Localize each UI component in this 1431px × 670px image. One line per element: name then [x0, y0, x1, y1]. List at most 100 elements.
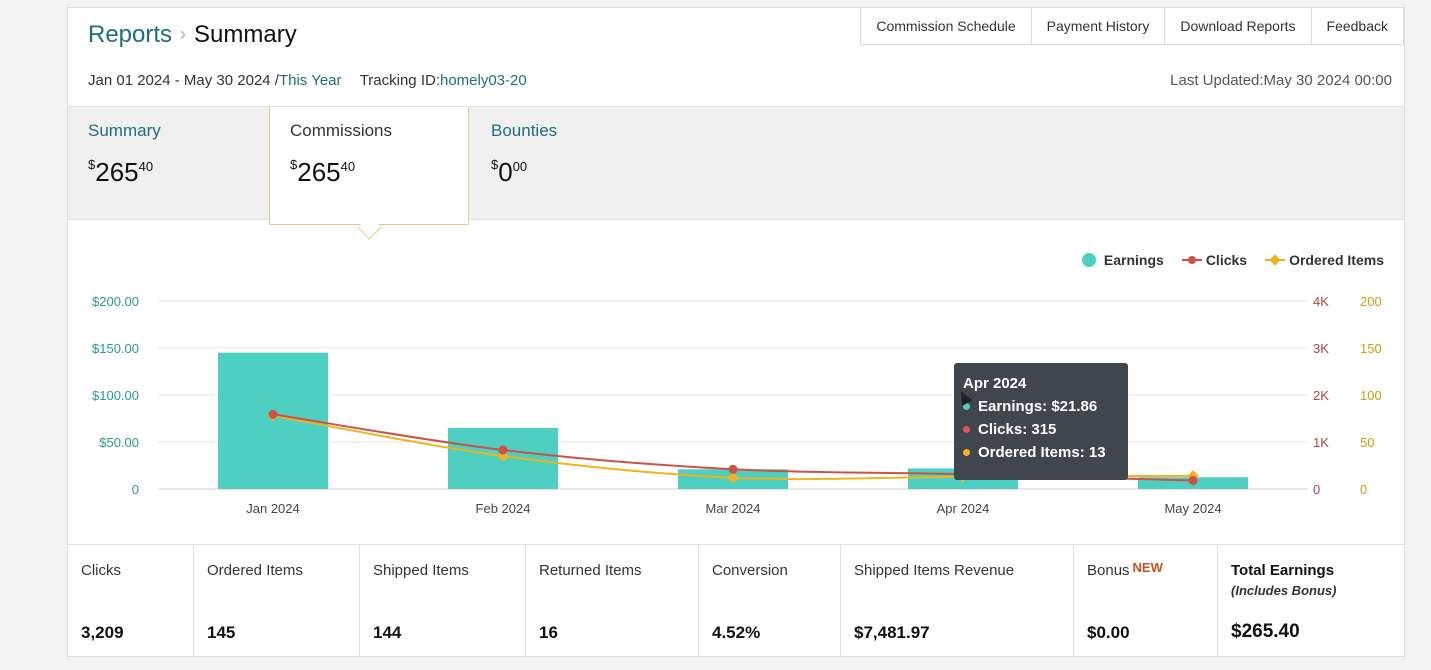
date-preset-link[interactable]: This Year	[278, 72, 342, 89]
amount-whole: 0	[498, 157, 513, 187]
tooltip-row-earnings: Earnings: $21.86	[963, 398, 1119, 415]
feedback-link[interactable]: Feedback	[1310, 8, 1404, 45]
stat-label: Ordered Items	[207, 562, 303, 579]
x-axis-tick-label: May 2024	[1164, 501, 1221, 516]
earnings-legend-icon	[1081, 253, 1096, 267]
tab-summary[interactable]: Summary $26540	[68, 107, 268, 219]
clicks-point	[268, 409, 278, 419]
stat-clicks: Clicks 3,209	[68, 545, 194, 658]
stat-label: Conversion	[712, 562, 788, 579]
breadcrumb-separator-icon: ›	[180, 24, 187, 44]
right-ordered-axis-tick-label: 150	[1360, 341, 1382, 356]
right-clicks-axis-tick-label: 4K	[1313, 294, 1329, 309]
top-links: Commission Schedule Payment History Down…	[860, 8, 1404, 45]
stat-label: Shipped Items	[373, 562, 469, 579]
amount-whole: 265	[297, 157, 341, 187]
right-ordered-axis-tick-label: 100	[1360, 388, 1382, 403]
commission-schedule-link[interactable]: Commission Schedule	[860, 8, 1032, 45]
tooltip-ordered-items: Ordered Items: 13	[978, 444, 1106, 461]
stat-label: Returned Items	[539, 562, 642, 579]
amount-whole: 265	[95, 157, 139, 187]
legend-item-clicks[interactable]: Clicks	[1181, 252, 1248, 268]
stat-value: 3,209	[81, 623, 124, 642]
tab-bounties-label: Bounties	[491, 121, 558, 140]
amount-cents: 40	[138, 159, 154, 174]
x-axis-tick-label: Mar 2024	[706, 501, 761, 516]
tooltip-row-ordered-items: Ordered Items: 13	[963, 444, 1119, 461]
x-axis-tick-label: Jan 2024	[246, 501, 300, 516]
stat-value: 144	[373, 623, 402, 642]
tracking-id-link[interactable]: homely03-20	[439, 72, 527, 89]
stats-row: Clicks 3,209 Ordered Items 145 Shipped I…	[68, 544, 1404, 658]
report-card: Reports › Summary Commission Schedule Paym…	[67, 7, 1405, 658]
clicks-legend-icon	[1181, 253, 1202, 267]
stat-total-earnings: Total Earnings (Includes Bonus) $265.40	[1218, 545, 1404, 658]
page-title: Summary	[194, 21, 297, 48]
right-clicks-axis-tick-label: 2K	[1313, 388, 1329, 403]
stat-value: $0.00	[1087, 623, 1130, 642]
tooltip-title: Apr 2024	[963, 375, 1027, 392]
clicks-point	[728, 464, 738, 474]
left-axis-tick-label: $100.00	[92, 388, 139, 403]
right-ordered-axis-tick-label: 0	[1360, 482, 1367, 497]
earnings-bullet-icon	[963, 403, 970, 410]
stat-value: $7,481.97	[854, 623, 930, 642]
tab-summary-amount: $26540	[88, 157, 153, 188]
payment-history-link[interactable]: Payment History	[1030, 8, 1166, 45]
clicks-bullet-icon	[963, 426, 970, 433]
stat-ordered-items: Ordered Items 145	[194, 545, 360, 658]
download-reports-link[interactable]: Download Reports	[1164, 8, 1312, 45]
stat-value: 145	[207, 623, 236, 642]
tracking-label: Tracking ID:	[359, 72, 440, 89]
clicks-point	[498, 445, 508, 455]
tab-commissions-amount: $26540	[290, 157, 355, 188]
left-axis-tick-label: $150.00	[92, 341, 139, 356]
amount-cents: 40	[340, 159, 356, 174]
stat-shipped-items-revenue: Shipped Items Revenue $7,481.97	[841, 545, 1074, 658]
stat-bonus: Bonus NEW $0.00	[1074, 545, 1218, 658]
tab-commissions[interactable]: Commissions $26540	[269, 107, 469, 240]
right-clicks-axis-tick-label: 0	[1313, 482, 1320, 497]
chart-plot: $200.00 $150.00 $100.00 $50.00 0 4K 3K 2K 1K 0 200…	[92, 294, 1382, 516]
right-clicks-axis-tick-label: 1K	[1313, 435, 1329, 450]
earnings-chart: Earnings Clicks Ordered Items $200.00 $15…	[68, 228, 1404, 548]
legend-item-ordered-items[interactable]: Ordered Items	[1265, 252, 1384, 268]
stat-label: Shipped Items Revenue	[854, 562, 1015, 579]
stat-label: Total Earnings	[1231, 562, 1335, 579]
stat-conversion: Conversion 4.52%	[699, 545, 841, 658]
stat-value: $265.40	[1231, 621, 1300, 642]
chart-legend: Earnings Clicks Ordered Items	[1064, 252, 1384, 268]
chart-tooltip: Apr 2024 Earnings: $21.86 Clicks: 315 Or…	[954, 363, 1128, 480]
stat-label: Bonus	[1087, 562, 1130, 579]
date-range-row: Jan 01 2024 - May 30 2024 /This Year Tra…	[88, 72, 527, 89]
date-range: Jan 01 2024 - May 30 2024 /	[88, 72, 279, 89]
clicks-point	[1188, 476, 1198, 486]
left-axis-tick-label: $200.00	[92, 294, 139, 309]
stat-shipped-items: Shipped Items 144	[360, 545, 526, 658]
legend-clicks-label: Clicks	[1205, 252, 1248, 268]
currency-symbol: $	[290, 157, 298, 173]
currency-symbol: $	[88, 157, 96, 173]
summary-tabs: Summary $26540 Commissions $26540 Bounti…	[68, 106, 1404, 240]
ordered-items-point	[727, 472, 739, 484]
legend-earnings-label: Earnings	[1103, 252, 1164, 268]
new-badge: NEW	[1132, 560, 1163, 575]
tab-summary-label: Summary	[88, 121, 161, 140]
tooltip-earnings: Earnings: $21.86	[978, 398, 1098, 415]
tab-bounties-amount: $000	[491, 157, 527, 188]
right-clicks-axis-tick-label: 3K	[1313, 341, 1329, 356]
x-axis-tick-label: Feb 2024	[476, 501, 531, 516]
left-axis-tick-label: 0	[132, 482, 139, 497]
breadcrumb-reports-link[interactable]: Reports	[88, 21, 173, 48]
legend-ordered-items-label: Ordered Items	[1289, 252, 1384, 268]
ordered-items-legend-icon	[1265, 253, 1286, 267]
legend-item-earnings[interactable]: Earnings	[1081, 252, 1164, 268]
stat-value: 16	[539, 623, 558, 642]
stat-value: 4.52%	[712, 623, 761, 642]
last-updated: Last Updated:May 30 2024 00:00	[1170, 72, 1392, 89]
stat-label: Clicks	[81, 562, 121, 579]
tab-bounties[interactable]: Bounties $000	[471, 107, 671, 219]
right-ordered-axis-tick-label: 50	[1360, 435, 1374, 450]
breadcrumb: Reports › Summary	[88, 21, 297, 49]
tooltip-clicks: Clicks: 315	[978, 421, 1057, 438]
